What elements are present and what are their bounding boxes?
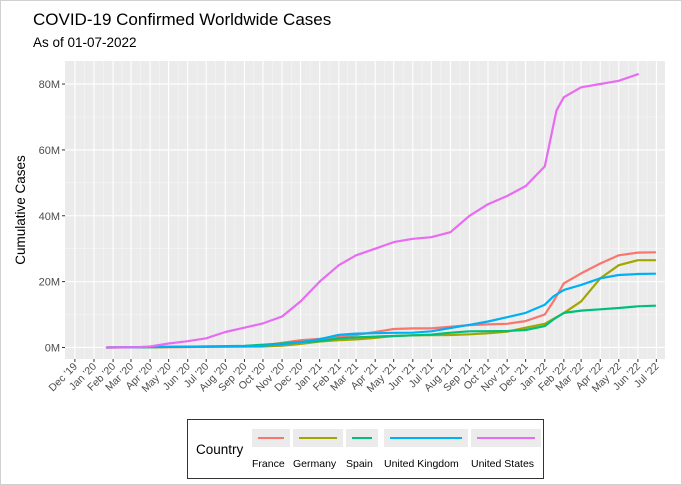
legend-item-france: France <box>252 429 290 470</box>
minor-gridlines <box>65 61 665 359</box>
legend-label: United States <box>471 458 535 470</box>
chart-title: COVID-19 Confirmed Worldwide Cases <box>33 10 332 29</box>
legend-item-united-states: United States <box>471 429 541 470</box>
series-lines <box>105 73 657 349</box>
legend-label: France <box>252 458 285 470</box>
legend-label: Germany <box>293 458 337 470</box>
y-tick-labels: 0M 20M 40M 60M 80M <box>39 79 60 354</box>
series-line-united-states <box>105 73 640 349</box>
legend-label: United Kingdom <box>384 458 459 470</box>
plot-panel <box>65 61 665 359</box>
legend-item-germany: Germany <box>293 429 343 470</box>
major-gridlines <box>65 61 665 359</box>
chart-subtitle: As of 01-07-2022 <box>33 35 137 50</box>
legend-key-united-kingdom <box>384 429 468 447</box>
legend-key-spain <box>346 429 378 447</box>
y-tick-label: 40M <box>39 211 60 223</box>
y-tick-label: 60M <box>39 145 60 157</box>
legend-title: Country <box>196 442 244 457</box>
y-tick-label: 0M <box>45 342 60 354</box>
axis-ticks <box>62 83 657 362</box>
legend-label: Spain <box>346 458 373 470</box>
series-line-united-kingdom <box>105 272 657 349</box>
legend-item-spain: Spain <box>346 429 378 470</box>
legend-key-france <box>252 429 290 447</box>
y-tick-label: 20M <box>39 277 60 289</box>
legend-key-united-states <box>471 429 541 447</box>
y-tick-label: 80M <box>39 79 60 91</box>
legend: Country France Germany Spain United Kingdom… <box>187 419 544 479</box>
legend-key-germany <box>293 429 343 447</box>
legend-item-united-kingdom: United Kingdom <box>384 429 468 470</box>
y-axis-title: Cumulative Cases <box>13 155 28 265</box>
